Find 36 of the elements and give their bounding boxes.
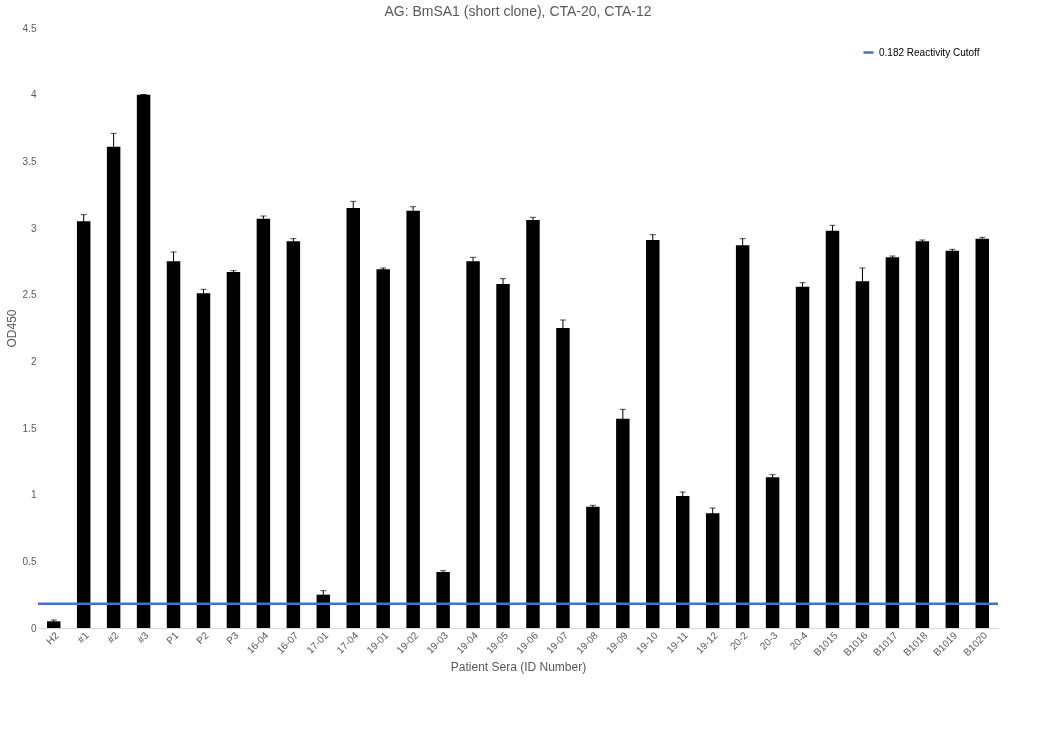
y-tick-label: 1 bbox=[30, 489, 37, 501]
bar bbox=[586, 506, 600, 628]
y-tick-label: 4.5 bbox=[22, 22, 37, 34]
bar bbox=[376, 269, 390, 628]
bar bbox=[705, 513, 720, 628]
bar bbox=[945, 250, 960, 628]
y-axis-title: OD450 bbox=[4, 309, 19, 348]
bar bbox=[136, 94, 151, 628]
y-tick-label: 2 bbox=[30, 355, 37, 367]
legend-label: 0.182 Reactivity Cutoff bbox=[879, 46, 980, 58]
bar bbox=[825, 230, 840, 628]
bar bbox=[676, 496, 690, 628]
y-tick-label: 4 bbox=[30, 89, 37, 101]
x-tick-label: P2 bbox=[194, 629, 211, 647]
bar bbox=[915, 241, 930, 628]
x-tick-label: #2 bbox=[105, 629, 122, 646]
y-tick-label: 0 bbox=[30, 622, 37, 634]
x-tick-label: H2 bbox=[43, 629, 62, 647]
bar bbox=[466, 261, 480, 628]
x-axis-title: Patient Sera (ID Number) bbox=[450, 660, 587, 675]
x-tick-label: #3 bbox=[135, 629, 151, 646]
y-tick-label: 0.5 bbox=[22, 555, 37, 567]
bar bbox=[436, 572, 450, 628]
bar bbox=[46, 621, 61, 628]
y-tick-label: 1.5 bbox=[22, 422, 37, 434]
x-tick-label: #1 bbox=[75, 629, 92, 646]
x-tick-label: P1 bbox=[164, 629, 181, 647]
bar bbox=[975, 238, 990, 628]
x-tick-label: P3 bbox=[224, 629, 241, 647]
bar bbox=[885, 257, 900, 628]
y-tick-label: 2.5 bbox=[22, 289, 37, 301]
bar bbox=[226, 272, 241, 628]
bar bbox=[196, 293, 211, 628]
chart-title: AG: BmSA1 (short clone), CTA-20, CTA-12 bbox=[384, 3, 652, 19]
y-tick-label: 3 bbox=[30, 222, 37, 234]
y-tick-label: 3.5 bbox=[22, 155, 37, 167]
